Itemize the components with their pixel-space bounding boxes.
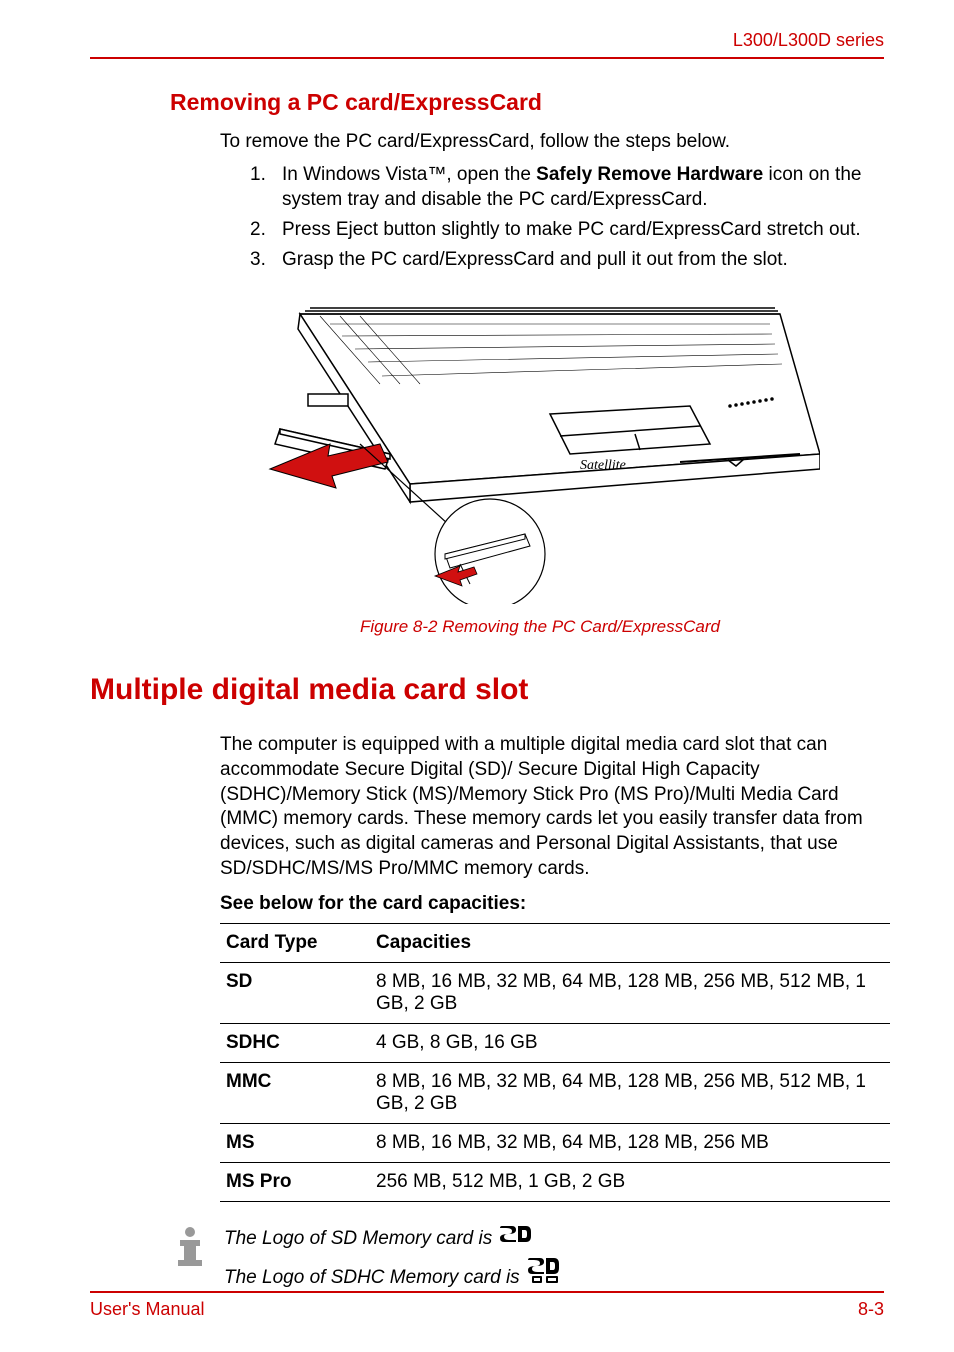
- steps-list: 1. In Windows Vista™, open the Safely Re…: [250, 162, 884, 273]
- page: L300/L300D series Removing a PC card/Exp…: [0, 0, 954, 1352]
- table-cell-capacities: 4 GB, 8 GB, 16 GB: [370, 1024, 890, 1063]
- section2-heading: Multiple digital media card slot: [90, 673, 884, 707]
- header-rule: [90, 57, 884, 59]
- step-number: 1.: [250, 162, 282, 213]
- step-text-pre: In Windows Vista™, open the: [282, 164, 536, 185]
- note-block: The Logo of SD Memory card is The Logo o…: [170, 1220, 884, 1298]
- footer: User's Manual 8-3: [90, 1291, 884, 1320]
- step-text: Grasp the PC card/ExpressCard and pull i…: [282, 247, 884, 273]
- section1-intro: To remove the PC card/ExpressCard, follo…: [220, 130, 884, 154]
- note-text: The Logo of SD Memory card is The Logo o…: [224, 1220, 564, 1298]
- laptop-illustration: Satellite: [260, 284, 820, 604]
- table-row: MS Pro 256 MB, 512 MB, 1 GB, 2 GB: [220, 1163, 890, 1202]
- section1-heading: Removing a PC card/ExpressCard: [170, 89, 884, 116]
- table-cell-type: MS: [220, 1124, 370, 1163]
- step-item: 1. In Windows Vista™, open the Safely Re…: [250, 162, 884, 213]
- section2-body: The computer is equipped with a multiple…: [220, 733, 884, 881]
- header-series: L300/L300D series: [90, 30, 884, 51]
- table-header-capacities: Capacities: [370, 924, 890, 963]
- eject-arrow-icon: [270, 444, 388, 488]
- capacities-heading: See below for the card capacities:: [220, 893, 884, 915]
- info-icon: [170, 1224, 214, 1273]
- footer-rule: [90, 1291, 884, 1293]
- table-cell-type: MMC: [220, 1063, 370, 1124]
- table-cell-capacities: 256 MB, 512 MB, 1 GB, 2 GB: [370, 1163, 890, 1202]
- table-cell-capacities: 8 MB, 16 MB, 32 MB, 64 MB, 128 MB, 256 M…: [370, 1063, 890, 1124]
- table-cell-type: SDHC: [220, 1024, 370, 1063]
- note-line1: The Logo of SD Memory card is: [224, 1220, 492, 1258]
- table-row: MMC 8 MB, 16 MB, 32 MB, 64 MB, 128 MB, 2…: [220, 1063, 890, 1124]
- figure: Satellite: [260, 284, 820, 637]
- sd-logo-icon: [498, 1220, 532, 1258]
- figure-caption: Figure 8-2 Removing the PC Card/ExpressC…: [260, 617, 820, 637]
- step-text: In Windows Vista™, open the Safely Remov…: [282, 162, 884, 213]
- table-cell-capacities: 8 MB, 16 MB, 32 MB, 64 MB, 128 MB, 256 M…: [370, 963, 890, 1024]
- footer-right: 8-3: [858, 1299, 884, 1320]
- footer-left: User's Manual: [90, 1299, 204, 1320]
- step-number: 3.: [250, 247, 282, 273]
- step-item: 3. Grasp the PC card/ExpressCard and pul…: [250, 247, 884, 273]
- table-cell-type: MS Pro: [220, 1163, 370, 1202]
- table-row: SDHC 4 GB, 8 GB, 16 GB: [220, 1024, 890, 1063]
- laptop-brand-label: Satellite: [580, 458, 626, 473]
- table-cell-capacities: 8 MB, 16 MB, 32 MB, 64 MB, 128 MB, 256 M…: [370, 1124, 890, 1163]
- step-number: 2.: [250, 217, 282, 243]
- capacities-table: Card Type Capacities SD 8 MB, 16 MB, 32 …: [220, 923, 890, 1202]
- table-cell-type: SD: [220, 963, 370, 1024]
- table-header-row: Card Type Capacities: [220, 924, 890, 963]
- table-row: MS 8 MB, 16 MB, 32 MB, 64 MB, 128 MB, 25…: [220, 1124, 890, 1163]
- step-item: 2. Press Eject button slightly to make P…: [250, 217, 884, 243]
- table-header-type: Card Type: [220, 924, 370, 963]
- step-text: Press Eject button slightly to make PC c…: [282, 217, 884, 243]
- step-text-bold: Safely Remove Hardware: [536, 164, 763, 185]
- table-row: SD 8 MB, 16 MB, 32 MB, 64 MB, 128 MB, 25…: [220, 963, 890, 1024]
